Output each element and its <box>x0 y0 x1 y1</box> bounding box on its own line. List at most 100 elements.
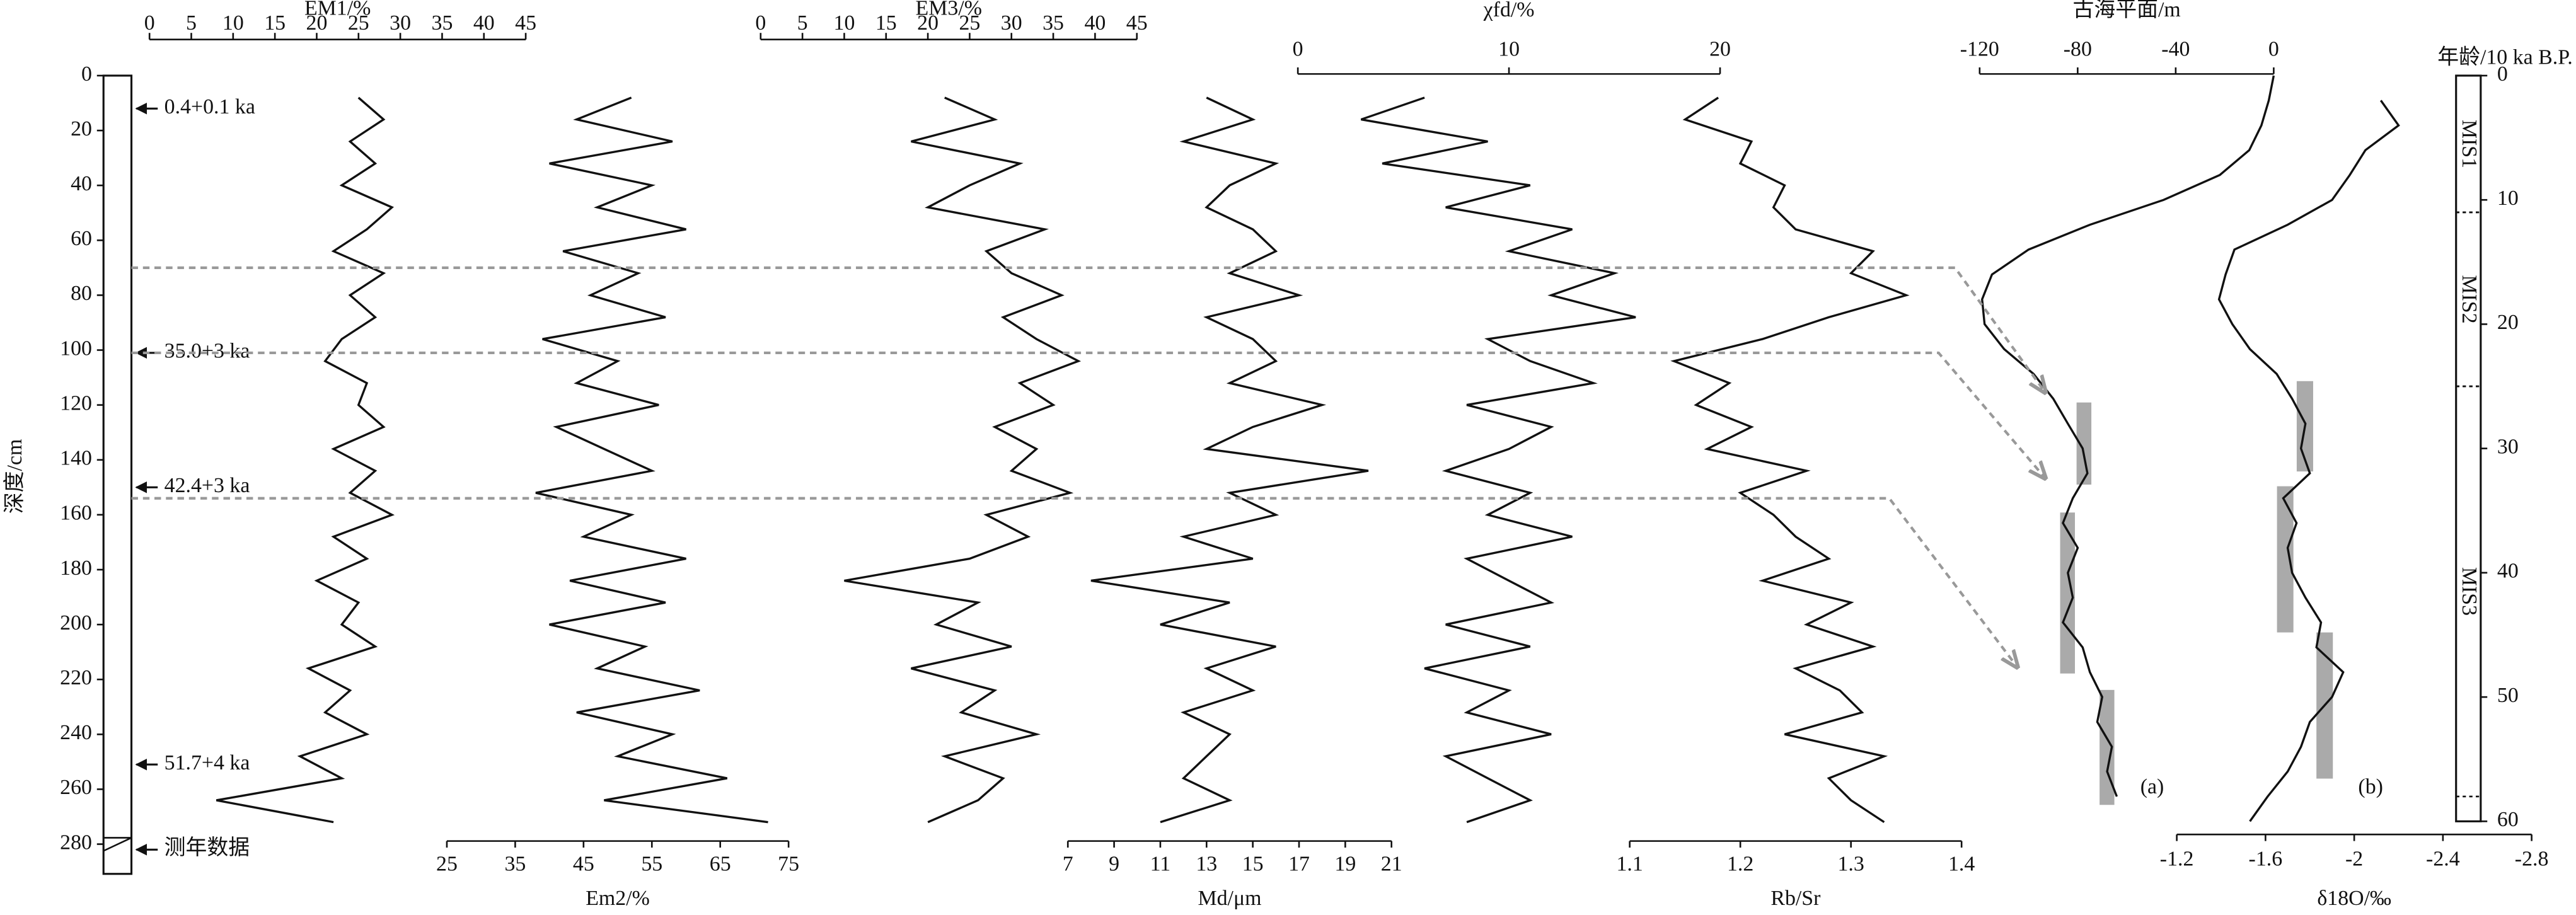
x-tick-label: 10 <box>1498 38 1520 61</box>
panel-label: (a) <box>2140 775 2164 798</box>
panel-label: (b) <box>2358 775 2383 798</box>
y-tick-label: 50 <box>2497 684 2519 707</box>
x-tick-label: 15 <box>875 11 897 35</box>
x-tick-label: 1.3 <box>1837 852 1864 875</box>
y-tick-label: 140 <box>60 447 92 470</box>
x-tick-label: 55 <box>641 852 662 875</box>
x-tick-label: -1.2 <box>2160 848 2194 871</box>
x-tick-label: 0 <box>1293 38 1303 61</box>
x-tick-label: 11 <box>1150 852 1171 875</box>
x-tick-label: 0 <box>144 11 155 35</box>
x-tick-label: 15 <box>1242 852 1264 875</box>
data-curve <box>216 96 395 824</box>
y-tick-label: 200 <box>60 611 92 635</box>
y-tick-label: 120 <box>60 391 92 415</box>
y-tick-label: 240 <box>60 721 92 744</box>
x-axis-title: χfd/% <box>1483 0 1535 21</box>
annotation: 42.4+3 ka <box>165 474 250 497</box>
y-tick-label: 100 <box>60 337 92 360</box>
x-tick-label: 1.1 <box>1616 852 1643 875</box>
x-tick-label: -1.6 <box>2249 848 2283 871</box>
x-tick-label: 35 <box>432 11 453 35</box>
x-tick-label: 0 <box>755 11 766 35</box>
annotation: 35.0+3 ka <box>165 340 250 363</box>
x-tick-label: -2.4 <box>2426 848 2460 871</box>
y-tick-label: 20 <box>71 117 92 141</box>
x-tick-label: 25 <box>436 852 458 875</box>
data-curve <box>1981 75 2275 797</box>
x-tick-label: 25 <box>959 11 980 35</box>
x-tick-label: 7 <box>1063 852 1073 875</box>
x-tick-label: 17 <box>1288 852 1310 875</box>
x-tick-label: 1.4 <box>1948 852 1975 875</box>
x-tick-label: 20 <box>917 11 939 35</box>
mis-label: MIS1 <box>2458 120 2481 168</box>
x-tick-label: 45 <box>573 852 594 875</box>
y-tick-label: 20 <box>2497 311 2519 334</box>
x-tick-label: 40 <box>1084 11 1106 35</box>
x-tick-label: -120 <box>1960 38 1999 61</box>
x-tick-label: -40 <box>2161 38 2190 61</box>
data-curve <box>1360 96 1636 824</box>
x-axis-title: Md/μm <box>1198 887 1261 910</box>
x-tick-label: 5 <box>186 11 197 35</box>
y-tick-label: 260 <box>60 776 92 799</box>
x-tick-label: 5 <box>797 11 808 35</box>
x-tick-label: 1.2 <box>1727 852 1753 875</box>
x-axis-title: δ18O/‰ <box>2317 887 2391 910</box>
y-tick-label: 40 <box>2497 560 2519 583</box>
mis-label: MIS2 <box>2458 275 2481 323</box>
y-tick-label: 160 <box>60 502 92 525</box>
x-tick-label: -2.8 <box>2515 848 2549 871</box>
x-axis-title: EM3/% <box>916 0 982 20</box>
x-tick-label: 65 <box>710 852 731 875</box>
x-tick-label: 21 <box>1381 852 1402 875</box>
x-tick-label: 15 <box>264 11 286 35</box>
x-tick-label: 19 <box>1334 852 1356 875</box>
x-axis-title: Rb/Sr <box>1770 887 1820 910</box>
x-tick-label: -2 <box>2345 848 2363 871</box>
correlation-line <box>131 351 2046 478</box>
y-tick-label: 10 <box>2497 187 2519 210</box>
x-tick-label: 45 <box>515 11 536 35</box>
data-curve <box>535 96 768 824</box>
y-tick-label: 40 <box>71 172 92 195</box>
x-axis-title: Em2/% <box>586 887 650 910</box>
x-tick-label: 45 <box>1126 11 1148 35</box>
y-tick-label: 0 <box>2497 62 2508 86</box>
data-curve <box>844 96 1082 824</box>
x-tick-label: 20 <box>1709 38 1731 61</box>
x-tick-label: 35 <box>504 852 526 875</box>
annotation: 51.7+4 ka <box>165 751 250 774</box>
depth-column <box>102 74 133 875</box>
data-curve <box>1090 96 1369 824</box>
gray-bar <box>2277 486 2294 633</box>
x-tick-label: 9 <box>1109 852 1119 875</box>
x-tick-label: 10 <box>834 11 855 35</box>
x-tick-label: 25 <box>348 11 369 35</box>
data-curve <box>2217 100 2400 822</box>
y-axis-title: 年龄/10 ka B.P. <box>2437 45 2573 69</box>
y-tick-label: 280 <box>60 831 92 854</box>
gray-bar <box>2076 402 2092 485</box>
x-tick-label: 40 <box>473 11 495 35</box>
y-tick-label: 0 <box>81 62 92 86</box>
x-tick-label: 30 <box>390 11 411 35</box>
gray-bar <box>2099 689 2115 805</box>
correlation-line <box>131 497 2018 667</box>
x-tick-label: -80 <box>2064 38 2092 61</box>
x-tick-label: 10 <box>222 11 244 35</box>
y-tick-label: 180 <box>60 556 92 580</box>
x-tick-label: 75 <box>778 852 799 875</box>
y-tick-label: 30 <box>2497 435 2519 458</box>
annotation: 测年数据 <box>165 836 250 860</box>
mis-label: MIS3 <box>2458 567 2481 616</box>
x-axis-title: 古海平面/m <box>2072 0 2180 21</box>
correlation-line <box>131 266 2046 393</box>
x-tick-label: 20 <box>306 11 328 35</box>
x-tick-label: 30 <box>1001 11 1022 35</box>
data-curve <box>1670 96 1910 824</box>
y-tick-label: 80 <box>71 282 92 305</box>
